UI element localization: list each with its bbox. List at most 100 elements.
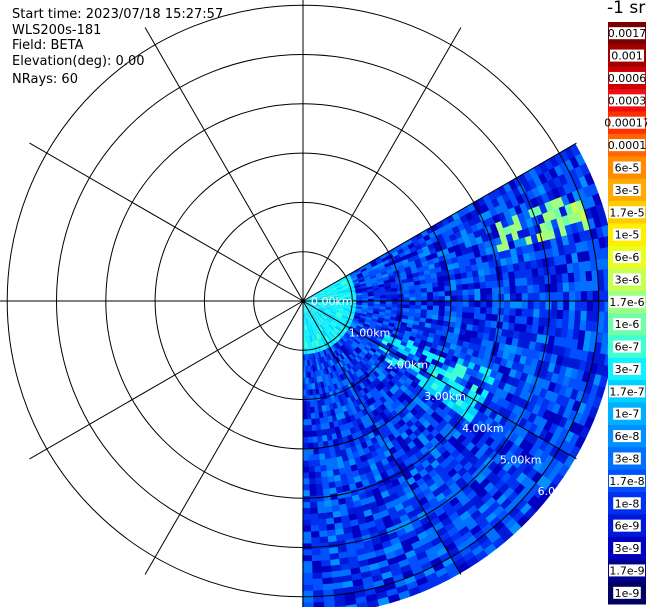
data-cell [314, 295, 322, 299]
data-cell [509, 479, 522, 493]
data-cell [306, 413, 312, 421]
data-cell [586, 195, 597, 209]
data-cell [343, 292, 351, 296]
azimuth-spoke [29, 300, 304, 460]
data-cell [314, 346, 318, 354]
data-cell [317, 357, 322, 366]
data-cell [313, 305, 321, 309]
data-cell [574, 301, 583, 312]
data-cell [554, 152, 566, 166]
data-cell [393, 547, 406, 558]
data-cell [423, 269, 432, 276]
data-cell [369, 259, 378, 266]
data-cell [573, 177, 584, 191]
data-cell [314, 328, 318, 335]
data-cell [339, 319, 347, 324]
data-cell [332, 297, 340, 300]
data-cell [302, 407, 307, 415]
data-cell [371, 315, 380, 321]
data-cell [387, 325, 395, 331]
data-cell [567, 319, 576, 331]
data-cell [335, 431, 343, 440]
data-cell [331, 504, 341, 513]
data-cell [373, 266, 381, 273]
data-cell [331, 290, 339, 294]
data-cell [506, 263, 515, 273]
data-cell [308, 301, 316, 303]
data-cell [314, 304, 321, 308]
data-cell [344, 295, 352, 299]
data-cell [353, 315, 361, 320]
data-cell [476, 488, 489, 501]
data-cell [337, 309, 345, 313]
data-cell [548, 155, 561, 169]
data-cell [477, 268, 486, 277]
data-cell [302, 549, 312, 557]
data-cell [414, 284, 422, 290]
data-cell [311, 335, 315, 343]
data-cell [427, 577, 441, 589]
data-cell [563, 301, 571, 312]
data-cell [329, 427, 337, 436]
data-cell [307, 305, 313, 311]
data-cell [432, 310, 440, 316]
data-cell [583, 416, 595, 430]
data-cell [324, 310, 331, 315]
data-cell [520, 316, 529, 326]
data-cell [311, 566, 323, 574]
data-cell [306, 324, 309, 332]
data-cell [501, 192, 512, 203]
data-cell [302, 537, 312, 545]
data-cell [429, 267, 438, 275]
data-cell [555, 318, 564, 329]
data-cell [566, 192, 577, 205]
data-cell [355, 337, 363, 344]
data-cell [302, 584, 314, 592]
data-cell [397, 307, 405, 312]
data-cell [332, 351, 339, 359]
data-cell [357, 276, 366, 281]
data-cell [342, 326, 349, 332]
data-cell [318, 308, 326, 313]
data-cell [378, 332, 387, 338]
data-cell [470, 263, 479, 272]
data-cell [535, 396, 546, 408]
data-cell [533, 309, 541, 319]
data-cell [568, 168, 580, 182]
data-cell [333, 363, 340, 372]
data-cell [587, 406, 599, 420]
data-cell [562, 282, 571, 293]
data-cell [498, 447, 510, 459]
data-cell [585, 320, 594, 333]
data-cell [556, 282, 565, 293]
data-cell [466, 318, 475, 326]
data-cell [337, 290, 345, 294]
data-cell [471, 324, 480, 333]
data-cell [448, 321, 457, 329]
data-cell [413, 571, 427, 582]
data-cell [409, 293, 417, 298]
data-cell [554, 264, 563, 276]
data-cell [337, 354, 344, 363]
data-cell [302, 377, 306, 385]
data-cell [444, 295, 452, 302]
data-cell [434, 329, 443, 336]
instrument-label: WLS200s-181 [12, 23, 102, 38]
data-cell [343, 306, 351, 310]
data-cell [302, 543, 312, 551]
data-cell [320, 301, 328, 303]
data-cell [316, 312, 322, 318]
data-cell [339, 330, 346, 336]
data-cell [348, 312, 356, 317]
data-cell [330, 433, 338, 441]
data-cell [302, 578, 313, 586]
data-cell [363, 323, 371, 329]
data-cell [314, 303, 322, 305]
data-cell [342, 350, 350, 358]
data-cell [518, 261, 527, 272]
colorbar-tick-label: 0.001 [611, 50, 643, 63]
data-cell [504, 301, 512, 309]
data-cell [314, 465, 322, 474]
data-cell [318, 524, 328, 533]
data-cell [308, 302, 316, 304]
